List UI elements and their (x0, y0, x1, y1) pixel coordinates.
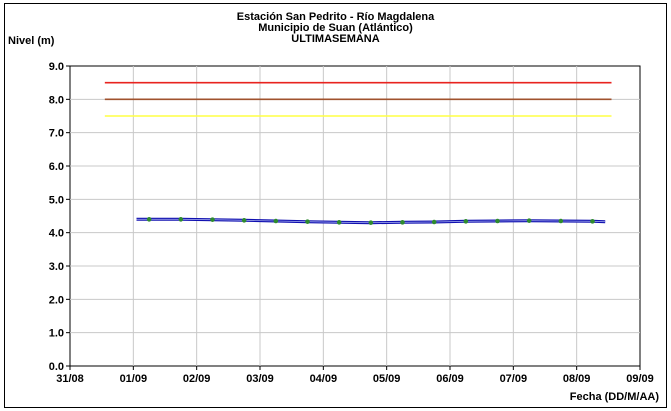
y-tick-label: 6.0 (49, 161, 64, 173)
x-tick-label: 07/09 (500, 373, 528, 385)
x-tick-label: 04/09 (310, 373, 338, 385)
y-axis-label: Nivel (m) (8, 35, 55, 47)
level-marker (368, 220, 374, 225)
level-marker (463, 219, 469, 224)
y-tick-label: 5.0 (49, 194, 64, 206)
level-marker (178, 217, 184, 222)
x-tick-label: 06/09 (436, 373, 464, 385)
level-marker (241, 218, 247, 223)
y-tick-label: 8.0 (49, 94, 64, 106)
x-tick-label: 03/09 (246, 373, 274, 385)
level-marker (146, 217, 152, 222)
level-marker (495, 218, 500, 224)
chart-title: Estación San Pedrito - Río Magdalena (236, 11, 435, 23)
level-marker (305, 219, 310, 224)
y-tick-label: 9.0 (49, 61, 64, 73)
level-marker (526, 218, 532, 223)
level-marker (400, 220, 405, 225)
level-marker (273, 218, 279, 224)
y-tick-label: 0.0 (49, 361, 64, 373)
level-marker (431, 219, 437, 225)
x-tick-label: 08/09 (563, 373, 591, 385)
y-tick-label: 3.0 (49, 261, 64, 273)
x-tick-label: 09/09 (626, 373, 654, 385)
y-tick-label: 1.0 (49, 328, 64, 340)
chart-subtitle-period: ULTIMASEMANA (291, 33, 380, 45)
y-tick-label: 4.0 (49, 228, 64, 240)
x-tick-label: 31/08 (56, 373, 84, 385)
plot-area (69, 65, 641, 367)
x-tick-label: 05/09 (373, 373, 401, 385)
x-axis-label: Fecha (DD/M/AA) (569, 391, 659, 403)
y-tick-label: 2.0 (49, 294, 64, 306)
level-marker (336, 220, 342, 225)
level-marker (210, 217, 215, 222)
level-marker (590, 219, 595, 224)
y-tick-label: 7.0 (49, 128, 64, 140)
x-tick-label: 01/09 (120, 373, 148, 385)
level-marker (558, 218, 564, 224)
chart-subtitle: Municipio de Suan (Atlántico) (258, 22, 413, 34)
x-tick-label: 02/09 (183, 373, 211, 385)
